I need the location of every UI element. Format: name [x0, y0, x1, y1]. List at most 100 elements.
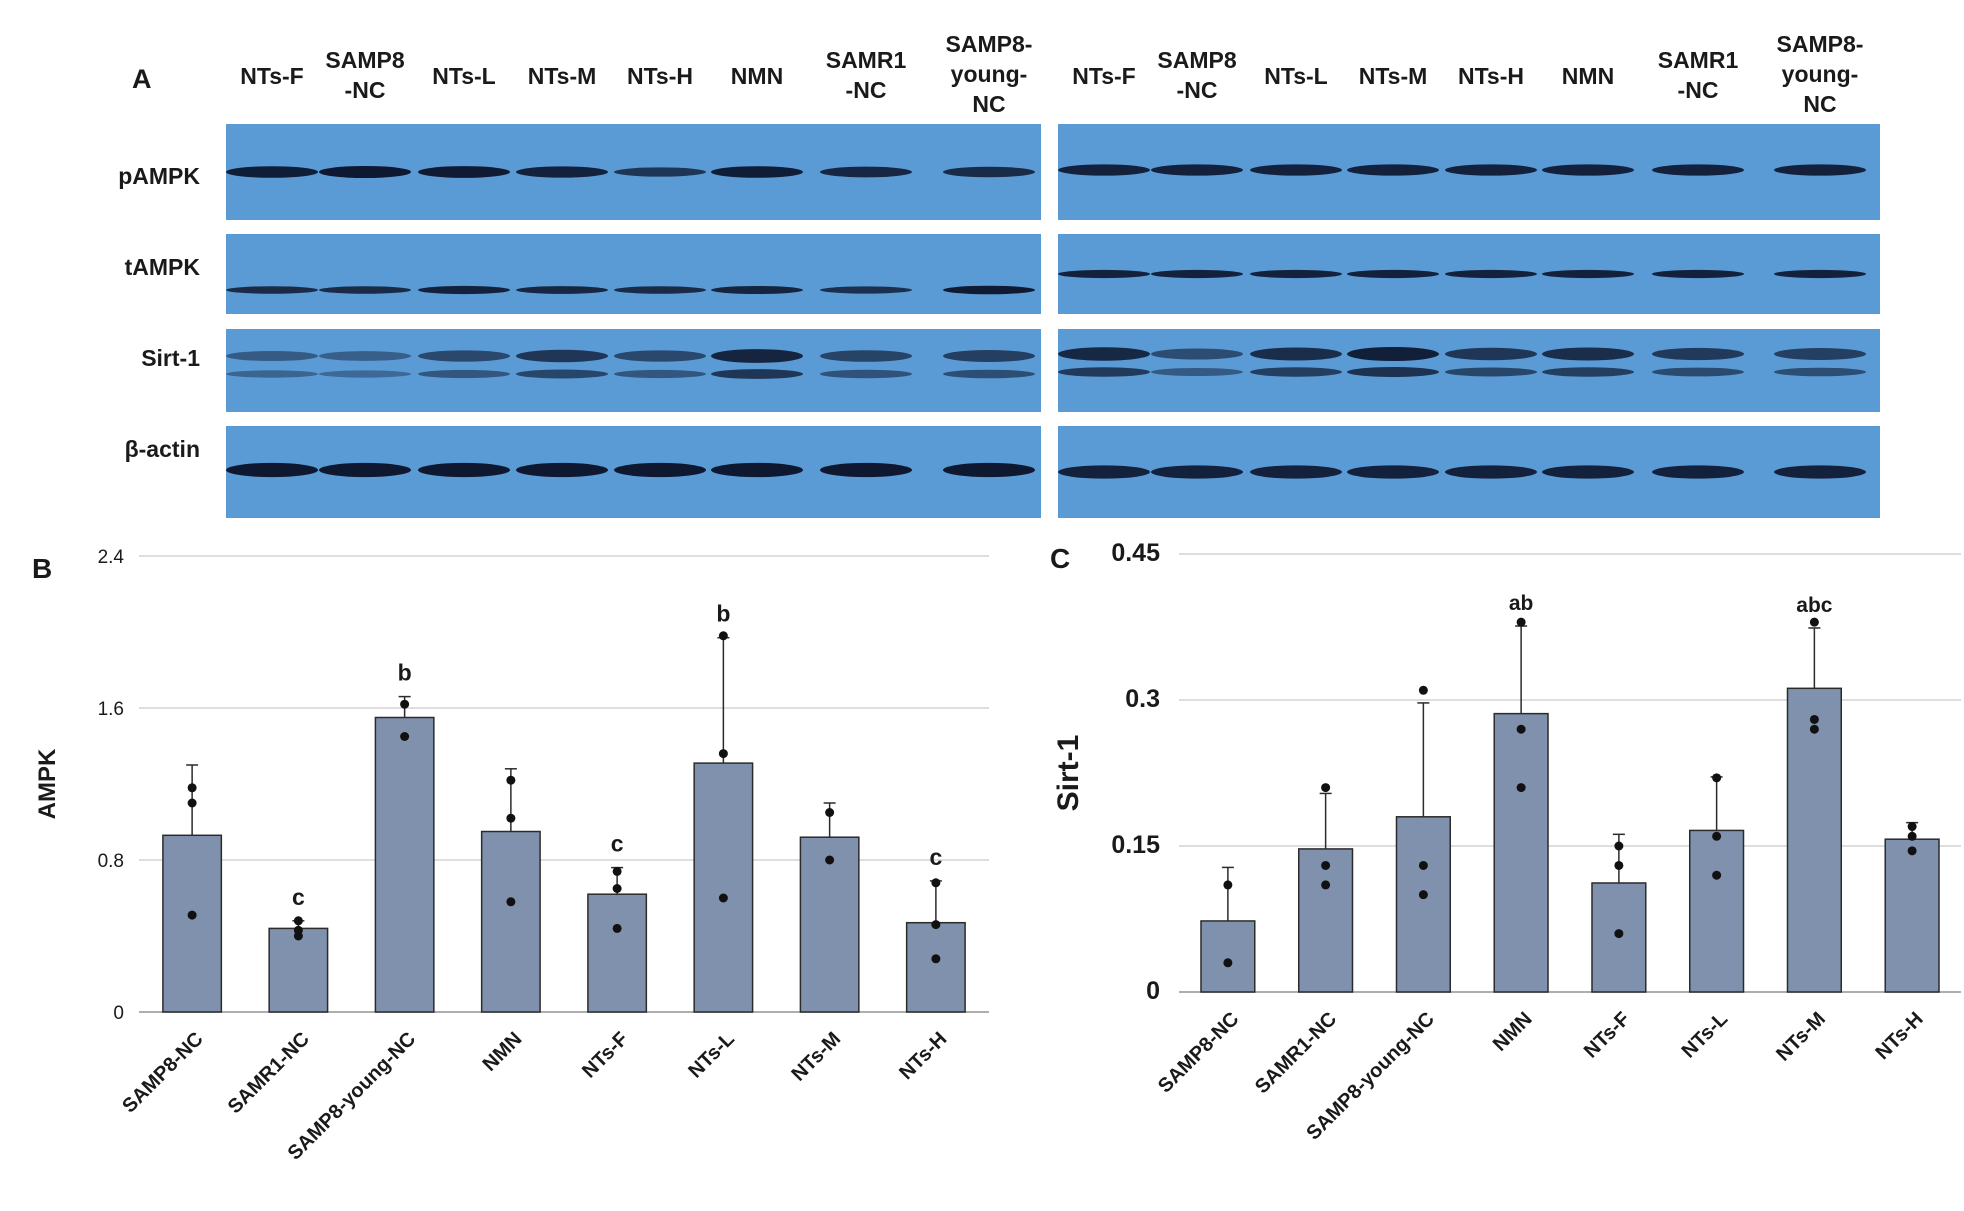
- data-point-nmn: [1516, 724, 1526, 734]
- data-point-samp8-young-nc: [400, 699, 410, 709]
- band: [820, 462, 912, 478]
- data-point-nmn: [1516, 617, 1526, 627]
- data-point-samr1-nc: [293, 916, 303, 926]
- band: [1542, 465, 1634, 479]
- band: [711, 462, 803, 478]
- panel-c-label: C: [1050, 543, 1070, 574]
- lane-label-left-nts-h: NTs-H: [627, 63, 693, 89]
- data-point-nts-l: [718, 893, 728, 903]
- band: [943, 350, 1035, 362]
- data-point-nts-m: [825, 855, 835, 865]
- band: [226, 166, 318, 178]
- data-point-samp8-young-nc: [400, 732, 410, 741]
- band: [711, 286, 803, 294]
- band: [1058, 347, 1150, 361]
- data-point-nts-m: [1809, 617, 1819, 627]
- y-tick-label: 1.6: [98, 699, 124, 720]
- bar-nts-m: [1786, 687, 1843, 993]
- data-point-nmn: [506, 775, 516, 785]
- band: [319, 462, 411, 478]
- band: [1347, 269, 1439, 279]
- x-tick-label-samr1-nc: SAMR1-NC: [224, 1028, 314, 1118]
- data-point-samp8-young-nc: [1418, 860, 1428, 870]
- band: [1774, 164, 1866, 176]
- band: [516, 286, 608, 294]
- lane-label-left-samp8-nc: SAMP8 -NC: [325, 47, 404, 103]
- row-label-pampk: pAMPK: [118, 163, 200, 189]
- band: [1445, 347, 1537, 361]
- data-point-nts-f: [1614, 929, 1624, 939]
- data-point-samp8-nc: [1223, 880, 1233, 890]
- data-point-nmn: [506, 897, 516, 907]
- bar-samp8-young-nc: [1395, 816, 1452, 993]
- band: [1058, 367, 1150, 377]
- data-point-nts-f: [612, 866, 622, 876]
- band: [319, 351, 411, 361]
- x-tick-label-nts-h: NTs-H: [1872, 1008, 1928, 1064]
- band: [1652, 367, 1744, 377]
- y-axis-label: AMPK: [34, 748, 61, 819]
- lane-label-right-nts-l: NTs-L: [1264, 63, 1327, 89]
- band: [1151, 368, 1243, 376]
- band: [1445, 465, 1537, 479]
- bar-samr1-nc: [268, 927, 329, 1013]
- bar-nmn: [480, 830, 541, 1013]
- band: [1250, 465, 1342, 479]
- significance-label-samp8-young-nc: b: [398, 660, 412, 686]
- band: [418, 369, 510, 379]
- x-tick-label-nts-f: NTs-F: [578, 1028, 633, 1083]
- lane-label-left-nmn: NMN: [731, 63, 783, 89]
- data-point-nmn: [506, 813, 516, 823]
- band: [1250, 164, 1342, 176]
- band: [226, 462, 318, 478]
- band: [1652, 347, 1744, 361]
- band: [1774, 367, 1866, 377]
- band: [711, 166, 803, 178]
- data-point-samp8-young-nc: [1418, 890, 1428, 900]
- blot-strip-sirt-1-left: [226, 329, 1041, 412]
- data-point-nts-h: [931, 920, 941, 930]
- data-point-nts-l: [718, 631, 728, 641]
- row-label-sirt-1: Sirt-1: [141, 345, 200, 371]
- band: [711, 349, 803, 363]
- data-point-samp8-nc: [187, 783, 197, 793]
- significance-label-nts-m: abc: [1796, 594, 1833, 617]
- data-point-nmn: [1516, 783, 1526, 793]
- lane-label-left-nts-m: NTs-M: [528, 63, 597, 89]
- band: [614, 286, 706, 294]
- band: [820, 286, 912, 294]
- band: [226, 286, 318, 294]
- data-point-samr1-nc: [1321, 783, 1331, 793]
- lane-label-left-samr1-nc: SAMR1 -NC: [826, 47, 907, 103]
- data-point-nts-l: [718, 749, 728, 759]
- data-point-nts-l: [1712, 773, 1722, 783]
- band: [1058, 269, 1150, 279]
- band: [1347, 367, 1439, 377]
- bar-nts-l: [693, 762, 754, 1013]
- data-point-nts-f: [612, 923, 622, 933]
- significance-label-samr1-nc: c: [292, 884, 305, 910]
- x-tick-label-nts-h: NTs-H: [895, 1028, 951, 1084]
- row-label-tampk: tAMPK: [125, 254, 201, 280]
- y-tick-label: 0.15: [1111, 831, 1160, 859]
- data-point-samp8-nc: [187, 910, 197, 920]
- x-tick-label-nmn: NMN: [479, 1028, 527, 1076]
- bar-samp8-nc: [1200, 920, 1256, 993]
- significance-label-nts-l: b: [716, 601, 730, 627]
- lane-label-right-nts-m: NTs-M: [1359, 63, 1428, 89]
- band: [614, 350, 706, 362]
- x-tick-label-nts-m: NTs-M: [1772, 1008, 1830, 1066]
- significance-label-nmn: ab: [1509, 592, 1534, 615]
- band: [1652, 269, 1744, 279]
- significance-label-nts-f: c: [611, 831, 624, 857]
- band: [614, 462, 706, 478]
- lane-labels: NTs-F SAMP8 -NC NTs-L NTs-M NTs-H NMN SAMR1 -NC S…: [240, 31, 1863, 117]
- band: [1542, 269, 1634, 279]
- band: [1774, 269, 1866, 279]
- lane-label-right-nmn: NMN: [1562, 63, 1614, 89]
- band: [319, 286, 411, 294]
- band: [1250, 347, 1342, 361]
- data-point-samp8-nc: [187, 798, 197, 808]
- band: [820, 369, 912, 379]
- band: [1542, 164, 1634, 176]
